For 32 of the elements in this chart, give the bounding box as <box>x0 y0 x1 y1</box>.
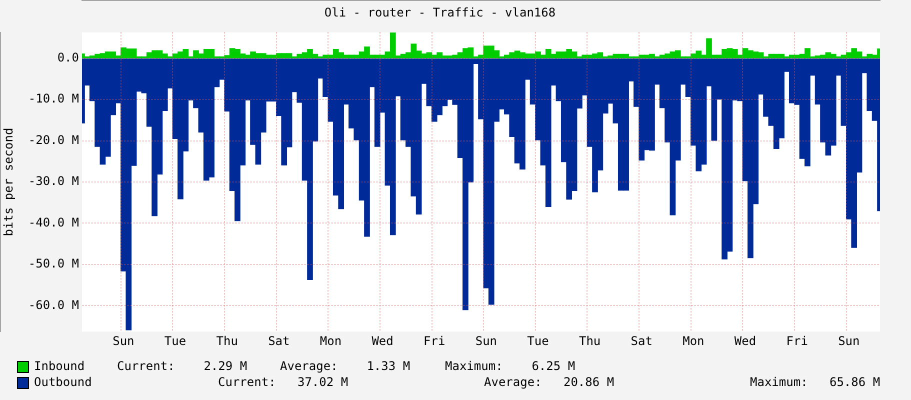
x-tick-label: Mon <box>682 334 704 348</box>
x-tick-label: Tue <box>164 334 186 348</box>
text: Average: 20.86 M <box>484 374 614 390</box>
text: Maximum: 65.86 M <box>750 374 880 390</box>
x-tick-label: Sat <box>268 334 290 348</box>
legend-label: Inbound <box>34 358 85 374</box>
y-tick-label: -40.0 M <box>28 215 79 230</box>
text: Maximum: 6.25 M <box>445 358 576 374</box>
y-tick-label: -50.0 M <box>28 256 79 271</box>
x-tick-label: Tue <box>527 334 549 348</box>
legend-label: Outbound <box>34 374 92 390</box>
x-tick-label: Wed <box>372 334 394 348</box>
x-tick-label: Wed <box>734 334 756 348</box>
x-tick-label: Sun <box>475 334 498 348</box>
y-tick-label: -20.0 M <box>28 132 79 147</box>
x-tick-label: Fri <box>424 334 446 348</box>
y-tick-label: 0.0 <box>57 50 79 64</box>
text: Current: 2.29 M <box>117 358 248 374</box>
text: Average: 1.33 M <box>280 358 410 374</box>
x-tick-label: Thu <box>578 334 601 348</box>
y-tick-label: -60.0 M <box>28 298 79 312</box>
x-tick-label: Thu <box>216 334 238 348</box>
x-tick-label: Mon <box>320 334 342 348</box>
x-tick-label: Sun <box>112 334 134 348</box>
text: Current: 37.02 M <box>218 374 348 390</box>
x-tick-label: Fri <box>786 334 808 348</box>
chart-title: Oli - router - Traffic - vlan168 <box>324 5 556 20</box>
y-tick-label: -10.0 M <box>28 92 79 106</box>
y-axis-title: bits per second <box>1 128 16 236</box>
x-tick-label: Sat <box>630 334 652 348</box>
y-tick-label: -30.0 M <box>28 174 79 188</box>
x-tick-label: Sun <box>838 334 860 348</box>
